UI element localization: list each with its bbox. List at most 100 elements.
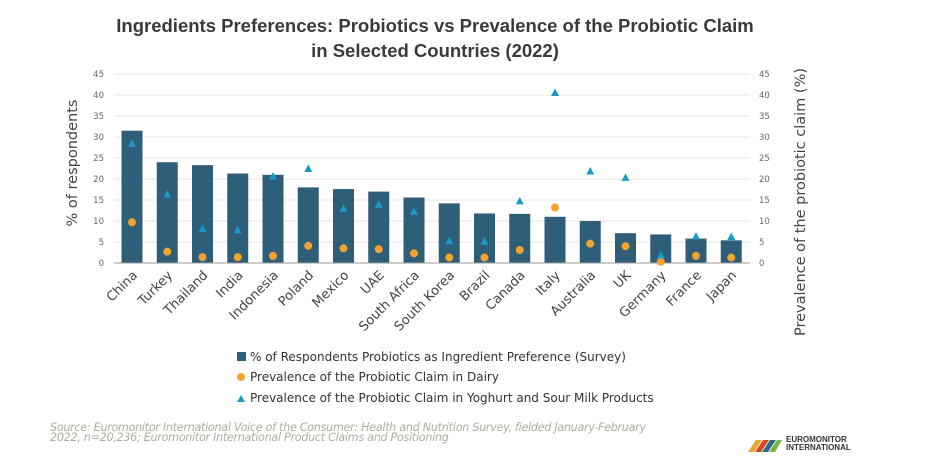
x-tick-label: Mexico — [310, 268, 353, 311]
dairy-point — [656, 257, 665, 266]
bar — [262, 174, 284, 263]
chart-title-line2: in Selected Countries (2022) — [311, 40, 559, 61]
bar — [192, 165, 213, 263]
x-tick-label: Poland — [276, 268, 317, 309]
yoghurt-point — [586, 167, 595, 175]
y-tick-label: 30 — [93, 133, 104, 143]
yoghurt-point — [269, 172, 277, 180]
x-tick-label: Japan — [703, 268, 740, 305]
y2-tick-label: 5 — [759, 238, 764, 248]
bar — [403, 197, 425, 263]
yoghurt-point — [656, 251, 665, 259]
legend: % of Respondents Probiotics as Ingredien… — [237, 350, 654, 405]
y-tick-label: 40 — [93, 91, 104, 101]
bar — [438, 203, 460, 263]
y-tick-label: 10 — [93, 217, 104, 227]
bar — [121, 130, 143, 263]
legend-label-yoghurt: Prevalence of the Probiotic Claim in Yog… — [250, 391, 654, 405]
yoghurt-point — [304, 164, 313, 172]
dairy-point — [515, 245, 524, 254]
y2-tick-label: 20 — [759, 175, 770, 185]
bar — [227, 173, 249, 263]
source-line-1: Source: Euromonitor International Voice … — [50, 421, 646, 434]
y-axis-label: % of respondents — [65, 100, 81, 227]
y2-tick-label: 30 — [759, 133, 770, 143]
dairy-point — [163, 247, 172, 256]
euromonitor-logo: EUROMONITOR INTERNATIONAL — [746, 436, 851, 452]
source-line-2: 2022, n=20,236; Euromonitor Internationa… — [50, 431, 449, 444]
bar — [156, 162, 178, 263]
chart: Ingredients Preferences: Probiotics vs P… — [65, 15, 809, 405]
y-tick-label: 45 — [93, 70, 104, 80]
x-tick-label: India — [213, 268, 246, 301]
dairy-point — [480, 253, 489, 262]
dairy-point — [304, 241, 313, 250]
y2-tick-label: 15 — [759, 196, 770, 206]
dairy-point — [269, 251, 277, 260]
bar — [650, 234, 672, 263]
logo-text-2: INTERNATIONAL — [786, 443, 851, 452]
dairy-point — [692, 251, 700, 260]
y2-axis-label: Prevalence of the probiotic claim (%) — [793, 68, 809, 336]
yoghurt-point — [515, 196, 524, 205]
y2-tick-label: 35 — [759, 112, 770, 122]
gridlines — [114, 73, 750, 243]
y-tick-label: 0 — [99, 259, 104, 269]
logo-mark-icon — [746, 437, 782, 452]
y-tick-label: 25 — [93, 154, 104, 164]
dairy-point — [198, 253, 207, 262]
bar — [544, 216, 566, 263]
y-tick-label: 20 — [93, 175, 104, 185]
y2-tick-label: 10 — [759, 217, 770, 227]
y2-tick-label: 0 — [759, 259, 764, 269]
yoghurt-point — [374, 200, 383, 208]
yoghurt-point — [621, 173, 630, 181]
legend-label-dairy: Prevalence of the Probiotic Claim in Dai… — [250, 370, 499, 384]
y-tick-label: 15 — [93, 196, 104, 206]
x-tick-label: France — [664, 268, 705, 309]
dairy-point — [621, 242, 630, 251]
yoghurt-point — [198, 224, 207, 233]
yoghurt-point — [128, 139, 136, 147]
dairy-point — [374, 245, 383, 254]
dairy-point — [727, 253, 736, 262]
dairy-point — [339, 244, 348, 253]
y-axis-right-ticks: 0 5 10 15 20 25 30 35 40 45 — [759, 70, 770, 269]
bar — [297, 187, 319, 263]
bar — [368, 191, 390, 263]
bar — [509, 213, 531, 263]
source-note: Source: Euromonitor International Voice … — [50, 421, 730, 444]
dairy-point — [410, 249, 418, 258]
legend-label-survey: % of Respondents Probiotics as Ingredien… — [250, 350, 626, 364]
dairy-point — [551, 203, 559, 212]
yoghurt-markers — [128, 88, 736, 259]
bar — [685, 238, 707, 263]
y2-tick-label: 40 — [759, 91, 770, 101]
dairy-point — [445, 253, 454, 262]
y-tick-label: 35 — [93, 112, 104, 122]
yoghurt-point — [233, 225, 242, 234]
yoghurt-point — [692, 232, 700, 240]
dairy-markers — [128, 203, 736, 266]
y-tick-label: 5 — [99, 238, 104, 248]
yoghurt-point — [163, 190, 172, 198]
y-axis-left-ticks: 0 5 10 15 20 25 30 35 40 45 — [93, 70, 104, 269]
x-tick-label: UAE — [358, 268, 387, 297]
legend-swatch-circle — [237, 373, 245, 381]
dairy-point — [586, 239, 595, 248]
y2-tick-label: 45 — [759, 70, 770, 80]
y2-tick-label: 25 — [759, 154, 770, 164]
yoghurt-point — [339, 204, 348, 212]
legend-item-yoghurt: Prevalence of the Probiotic Claim in Yog… — [237, 391, 654, 405]
legend-item-survey: % of Respondents Probiotics as Ingredien… — [237, 350, 626, 364]
x-tick-label: China — [104, 268, 141, 305]
x-tick-label: Italy — [533, 268, 564, 299]
yoghurt-point — [445, 236, 454, 245]
x-tick-label: UK — [611, 268, 635, 292]
x-tick-label: Canada — [483, 268, 529, 314]
bar — [333, 189, 354, 263]
dairy-point — [128, 218, 136, 227]
yoghurt-point — [480, 237, 489, 245]
legend-swatch-triangle — [237, 395, 245, 402]
